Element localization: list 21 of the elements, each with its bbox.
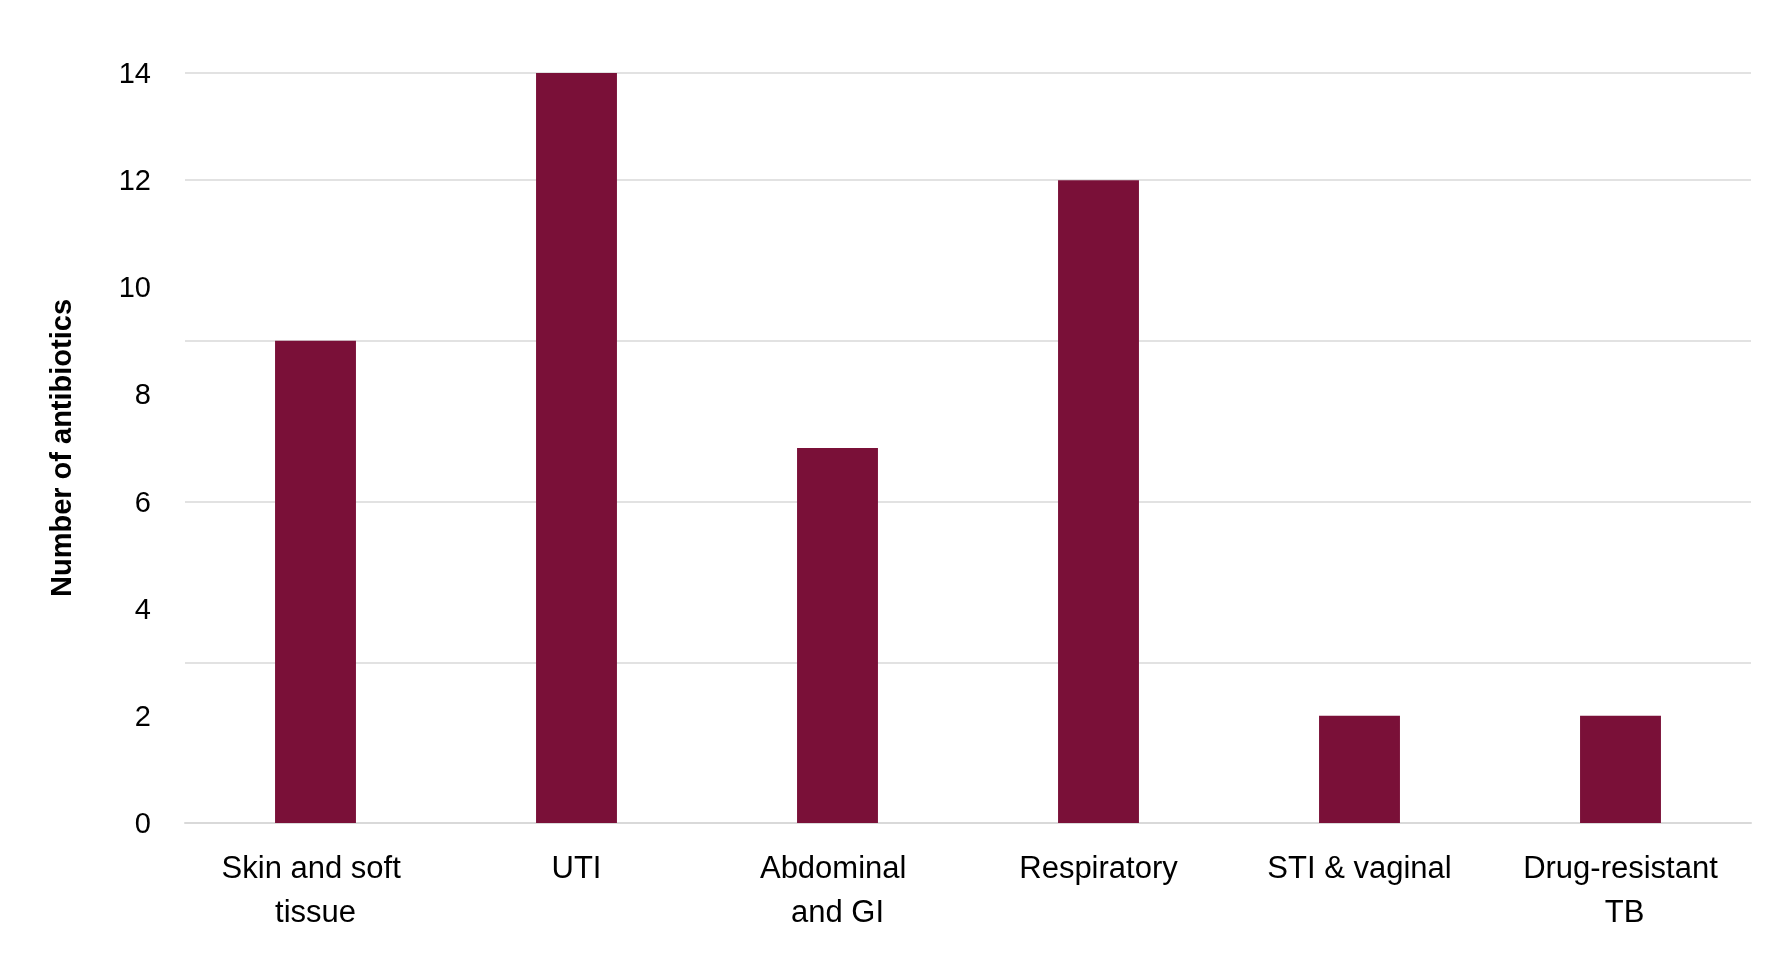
bar (1058, 180, 1139, 823)
y-tick-label: 2 (134, 699, 151, 732)
x-tick-label: Respiratory (1019, 849, 1179, 885)
x-tick-label: UTI (551, 849, 602, 885)
x-tick-label: STI & vaginal (1267, 849, 1452, 885)
bar (536, 73, 617, 823)
y-tick-label: 6 (134, 485, 151, 518)
y-tick-label: 4 (134, 592, 151, 625)
bar (275, 340, 356, 823)
y-axis-title: Number of antibiotics (44, 298, 77, 598)
x-tick-label: Abdominal and GI (759, 849, 916, 929)
y-tick-label: 0 (134, 807, 151, 839)
y-tick-label: 14 (118, 57, 151, 89)
y-tick-label: 10 (118, 271, 151, 304)
bar (797, 448, 878, 823)
bar (1319, 715, 1400, 823)
y-tick-label: 12 (118, 164, 151, 197)
y-tick-label: 8 (134, 378, 151, 411)
bar (1580, 715, 1661, 823)
x-tick-label: Skin and soft tissue (221, 849, 410, 929)
x-tick-label: Drug-resistant TB (1523, 849, 1719, 929)
